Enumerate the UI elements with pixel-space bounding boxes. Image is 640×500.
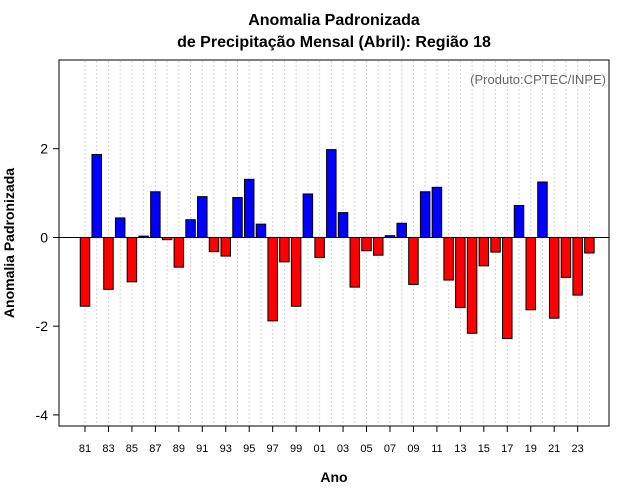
grid-lines bbox=[84, 61, 590, 425]
bar-12 bbox=[443, 236, 454, 281]
bar-04 bbox=[349, 236, 361, 288]
plot-frame bbox=[58, 59, 610, 427]
bar-89 bbox=[173, 236, 185, 268]
bar-18 bbox=[513, 205, 525, 238]
bar-15 bbox=[478, 236, 490, 267]
x-axis: 81 83 85 87 89 91 93 95 97 99 01 03 05 07 09 11 13 15 17 19… bbox=[79, 426, 584, 455]
x-axis-label: Ano bbox=[320, 469, 347, 485]
bar-98 bbox=[279, 236, 290, 263]
bar-19 bbox=[525, 236, 536, 311]
x-tick-label: 03 bbox=[337, 443, 349, 455]
bar-series bbox=[79, 149, 595, 340]
x-tick-label: 11 bbox=[431, 443, 442, 455]
bar-96 bbox=[255, 223, 267, 238]
x-tick-label: 83 bbox=[102, 443, 114, 455]
x-tick-label: 91 bbox=[196, 443, 208, 455]
x-tick-label: 99 bbox=[290, 443, 302, 455]
x-tick-label: 09 bbox=[407, 443, 419, 455]
bar-87 bbox=[150, 191, 161, 238]
x-tick-label: 19 bbox=[525, 443, 537, 455]
x-tick-label: 21 bbox=[548, 443, 560, 455]
x-tick-label: 97 bbox=[267, 443, 279, 455]
bar-92 bbox=[208, 236, 220, 253]
x-tick-label: 87 bbox=[149, 443, 161, 455]
bar-05 bbox=[361, 236, 372, 252]
bar-02 bbox=[326, 149, 337, 238]
bar-21 bbox=[548, 236, 560, 319]
bar-10 bbox=[419, 191, 431, 238]
bar-94 bbox=[232, 197, 243, 238]
bar-03 bbox=[337, 212, 349, 238]
x-tick-label: 23 bbox=[572, 443, 584, 455]
bar-95 bbox=[243, 178, 255, 238]
bar-22 bbox=[560, 236, 572, 278]
y-axis: -4 -2 0 2 bbox=[36, 141, 59, 423]
bar-14 bbox=[466, 236, 478, 334]
bar-84 bbox=[114, 217, 126, 238]
bar-20 bbox=[537, 181, 548, 238]
bar-16 bbox=[490, 236, 501, 253]
bar-09 bbox=[408, 236, 419, 285]
x-tick-label: 85 bbox=[126, 443, 138, 455]
bar-01 bbox=[314, 236, 325, 258]
bar-97 bbox=[267, 236, 278, 322]
bar-85 bbox=[126, 236, 138, 283]
source-annotation: (Produto:CPTEC/INPE) bbox=[470, 72, 606, 87]
bar-90 bbox=[185, 219, 196, 238]
y-tick-label: 0 bbox=[40, 229, 48, 245]
x-tick-label: 93 bbox=[220, 443, 232, 455]
bar-00 bbox=[302, 193, 314, 238]
bar-17 bbox=[502, 236, 513, 340]
y-axis-label: Anomalia Padronizada bbox=[1, 168, 17, 318]
bar-11 bbox=[431, 186, 443, 238]
bar-83 bbox=[103, 236, 114, 290]
bar-08 bbox=[396, 222, 407, 238]
bar-24 bbox=[584, 236, 595, 254]
x-tick-label: 17 bbox=[501, 443, 513, 455]
bar-81 bbox=[79, 236, 91, 307]
bar-82 bbox=[91, 153, 102, 238]
y-tick-label: 2 bbox=[40, 141, 48, 157]
bar-13 bbox=[455, 236, 466, 309]
x-tick-label: 95 bbox=[243, 443, 255, 455]
bar-23 bbox=[572, 236, 583, 296]
x-tick-label: 15 bbox=[478, 443, 490, 455]
bar-06 bbox=[373, 236, 384, 256]
y-tick-label: -2 bbox=[36, 318, 49, 334]
x-tick-label: 13 bbox=[454, 443, 466, 455]
x-tick-label: 01 bbox=[313, 443, 325, 455]
bar-99 bbox=[290, 236, 302, 307]
x-tick-label: 89 bbox=[173, 443, 185, 455]
x-tick-label: 81 bbox=[79, 443, 91, 455]
chart-title-line1: Anomalia Padronizada bbox=[248, 12, 420, 29]
bar-91 bbox=[197, 196, 208, 238]
bar-93 bbox=[220, 236, 232, 257]
y-tick-label: -4 bbox=[36, 407, 49, 423]
x-tick-label: 07 bbox=[384, 443, 396, 455]
x-tick-label: 05 bbox=[360, 443, 372, 455]
chart-title-line2: de Precipitação Mensal (Abril): Região 1… bbox=[177, 34, 491, 51]
